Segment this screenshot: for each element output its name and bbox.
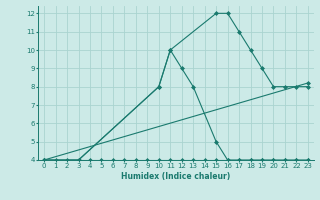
X-axis label: Humidex (Indice chaleur): Humidex (Indice chaleur) <box>121 172 231 181</box>
